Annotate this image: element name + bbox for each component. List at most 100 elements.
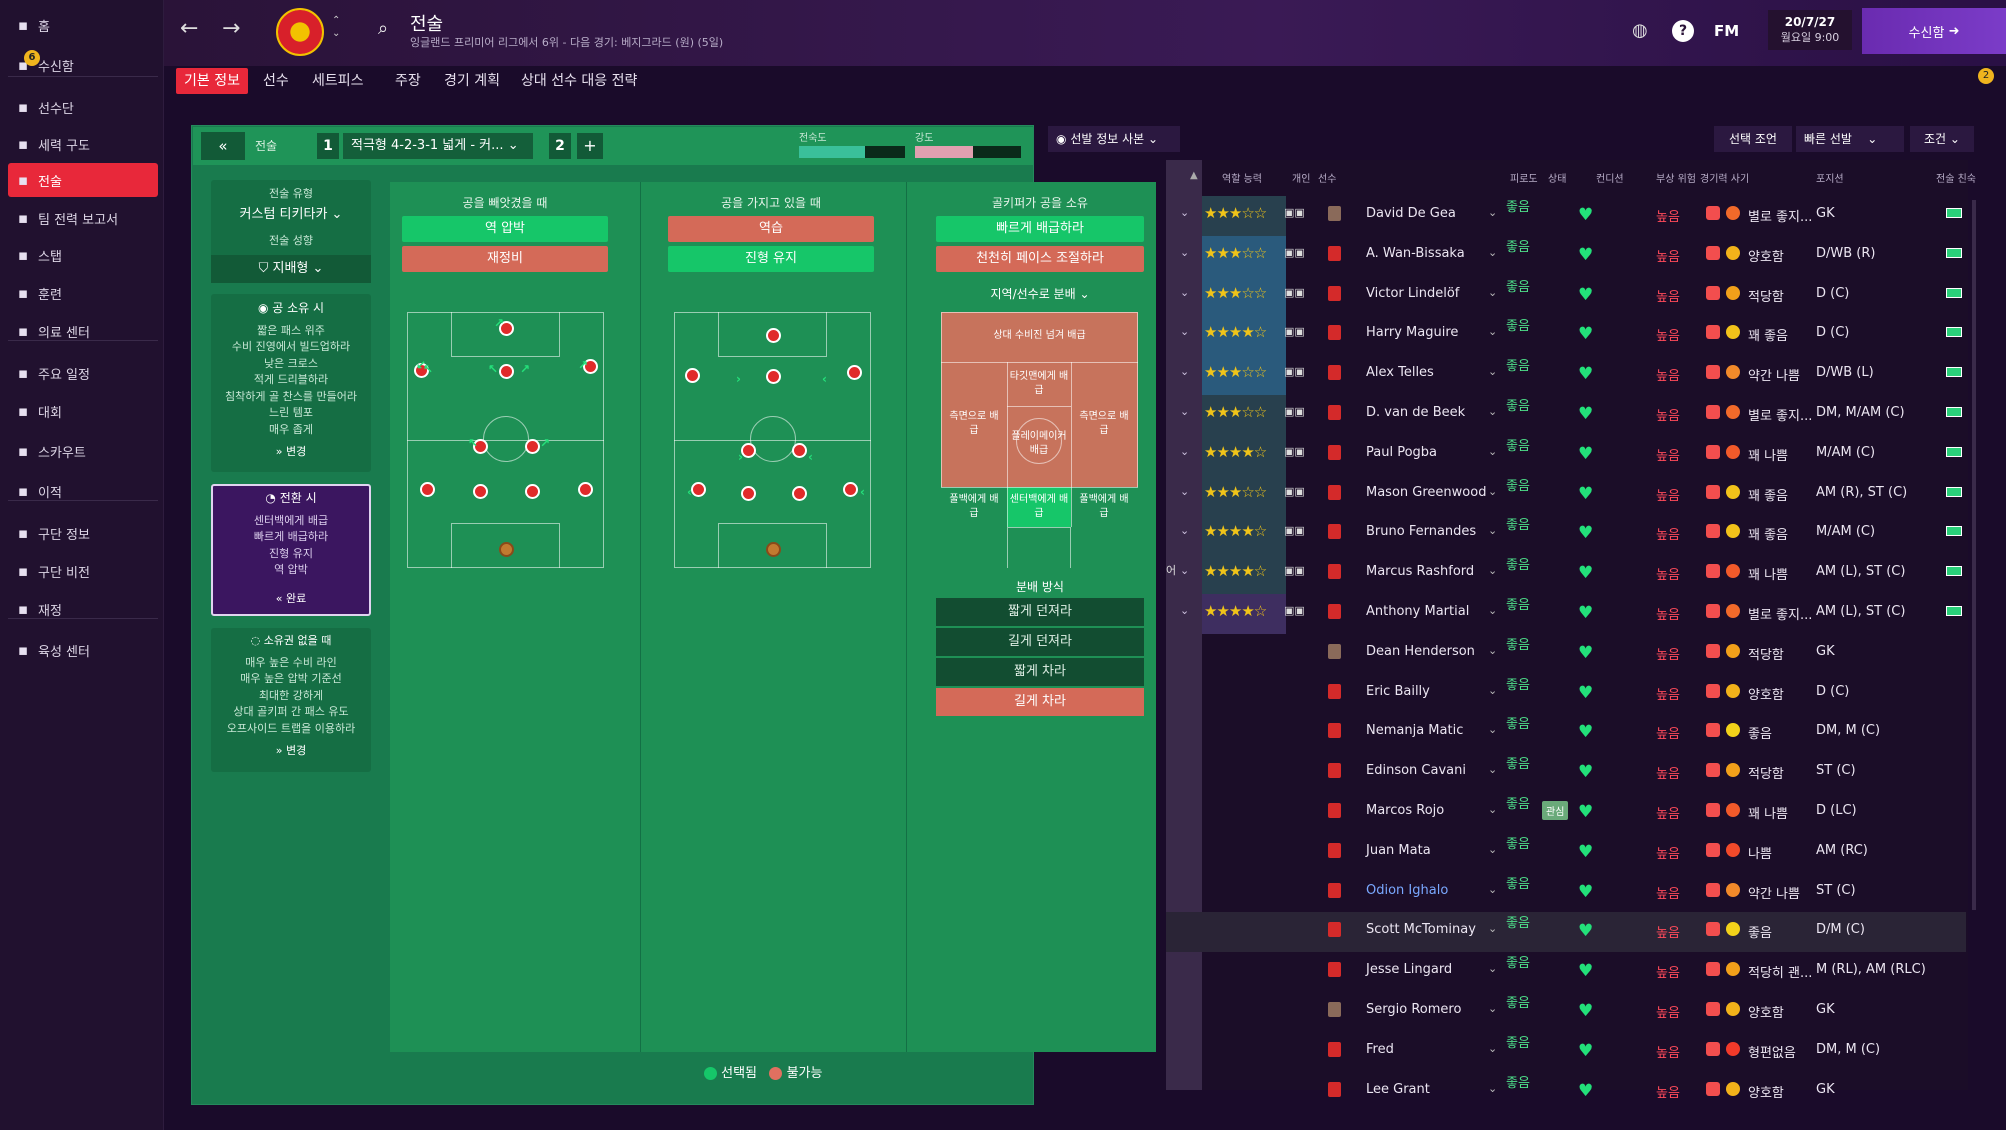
player-row[interactable]: ⌄ ★★★★☆ ▣▣ Bruno Fernandes ⌄ 좋음 ♥ 높음 꽤 좋음 M/AM (C… bbox=[1166, 514, 1966, 555]
player-name[interactable]: Marcus Rashford bbox=[1366, 564, 1475, 580]
personal-icons[interactable]: ▣▣ bbox=[1284, 245, 1305, 259]
player-row[interactable]: Edinson Cavani ⌄ 좋음 ♥ 높음 적당함 ST (C) bbox=[1166, 753, 1966, 793]
row-expand-icon[interactable]: ⌄ bbox=[1180, 564, 1190, 578]
personal-icons[interactable]: ▣▣ bbox=[1284, 285, 1305, 299]
player-row[interactable]: Nemanja Matic ⌄ 좋음 ♥ 높음 좋음 DM, M (C) bbox=[1166, 713, 1966, 753]
sidebar-item-vision[interactable]: ▪ 구단 비전 bbox=[8, 554, 158, 588]
collapse-icon[interactable]: « bbox=[201, 132, 245, 160]
personal-icons[interactable]: ▣▣ bbox=[1284, 524, 1305, 538]
player-name[interactable]: Eric Bailly bbox=[1366, 683, 1430, 699]
player-name[interactable]: Mason Greenwood bbox=[1366, 484, 1487, 500]
throw-long-button[interactable]: 길게 던져라 bbox=[936, 628, 1144, 656]
player-name[interactable]: Victor Lindelöf bbox=[1366, 285, 1460, 301]
row-expand-icon[interactable]: ⌄ bbox=[1180, 484, 1190, 498]
chevron-down-icon[interactable]: ⌄ bbox=[1488, 604, 1498, 617]
player-name[interactable]: Nemanja Matic bbox=[1366, 723, 1464, 739]
sidebar-item-development[interactable]: ▪ 육성 센터 bbox=[8, 633, 158, 667]
chevron-down-icon[interactable]: ⌄ bbox=[1488, 484, 1498, 498]
player-row[interactable]: Juan Mata ⌄ 좋음 ♥ 높음 나쁨 AM (RC) bbox=[1166, 833, 1966, 873]
chevron-down-icon[interactable]: ⌄ bbox=[1488, 803, 1498, 816]
chevron-down-icon[interactable]: ⌄ bbox=[1488, 285, 1498, 299]
tactic-slot-1[interactable]: 1 bbox=[317, 133, 339, 159]
player-name[interactable]: Bruno Fernandes bbox=[1366, 524, 1477, 540]
slow-pace-button[interactable]: 천천히 페이스 조절하라 bbox=[936, 246, 1144, 272]
quick-pick-button[interactable]: 빠른 선발 ⌄ bbox=[1796, 126, 1904, 152]
conditions-dropdown[interactable]: 조건 ⌄ bbox=[1910, 126, 1974, 152]
player-name[interactable]: Harry Maguire bbox=[1366, 325, 1459, 341]
player-row[interactable]: Sergio Romero ⌄ 좋음 ♥ 높음 양호함 GK bbox=[1166, 992, 1966, 1032]
player-row[interactable]: Odion Ighalo ⌄ 좋음 ♥ 높음 약간 나쁨 ST (C) bbox=[1166, 873, 1966, 913]
distribute-quickly-button[interactable]: 빠르게 배급하라 bbox=[936, 216, 1144, 242]
personal-icons[interactable]: ▣▣ bbox=[1284, 444, 1305, 458]
player-row[interactable]: ⌄ ★★★☆☆ ▣▣ D. van de Beek ⌄ 좋음 ♥ 높음 별로 좋지... DM, … bbox=[1166, 395, 1966, 435]
player-name[interactable]: Sergio Romero bbox=[1366, 1002, 1462, 1017]
zone-fullback-right[interactable]: 풀백에게 배급 bbox=[1079, 494, 1129, 519]
row-expand-icon[interactable]: ⌄ bbox=[1180, 245, 1190, 259]
personal-icons[interactable]: ▣▣ bbox=[1284, 365, 1305, 379]
player-name[interactable]: Lee Grant bbox=[1366, 1081, 1430, 1097]
zone-flank-left[interactable]: 측면으로 배급 bbox=[949, 411, 999, 436]
player-row[interactable]: ⌄ ★★★☆☆ ▣▣ Alex Telles ⌄ 좋음 ♥ 높음 약간 나쁨 D/WB (L) bbox=[1166, 355, 1966, 396]
player-row[interactable]: ⌄ ★★★☆☆ ▣▣ David De Gea ⌄ 좋음 ♥ 높음 별로 좋지... GK bbox=[1166, 196, 1966, 236]
player-row[interactable]: Marcos Rojo ⌄ 좋음 관심 ♥ 높음 꽤 나쁨 D (LC) bbox=[1166, 793, 1966, 833]
col-injury[interactable]: 부상 위험 bbox=[1656, 174, 1696, 185]
sidebar-item-calendar[interactable]: ▪ 주요 일정 bbox=[8, 356, 158, 390]
col-player[interactable]: 선수 bbox=[1318, 174, 1337, 185]
chevron-down-icon[interactable]: ⌄ bbox=[1488, 882, 1498, 896]
player-row[interactable]: Jesse Lingard ⌄ 좋음 ♥ 높음 적당히 괜... M (RL), AM (R… bbox=[1166, 952, 1966, 992]
col-condition[interactable]: 컨디션 bbox=[1596, 174, 1624, 185]
chevron-down-icon[interactable]: ⌄ bbox=[1488, 842, 1498, 856]
sidebar-item-transfer[interactable]: ▪ 이적 bbox=[8, 474, 158, 508]
col-match-sharpness[interactable]: 경기력 사기 bbox=[1700, 174, 1750, 185]
forward-arrow-icon[interactable]: → bbox=[222, 16, 241, 41]
chevron-down-icon[interactable]: ⌄ bbox=[1488, 1002, 1498, 1015]
chevron-down-icon[interactable]: ⌄ bbox=[1488, 962, 1498, 976]
col-personal[interactable]: 개인 bbox=[1292, 174, 1311, 185]
col-fatigue[interactable]: 피로도 bbox=[1510, 174, 1538, 185]
player-row[interactable]: ⌄ ★★★★☆ ▣▣ Anthony Martial ⌄ 좋음 ♥ 높음 별로 좋지... AM … bbox=[1166, 594, 1966, 634]
sort-up-icon[interactable]: ▲ bbox=[1190, 170, 1198, 181]
selection-advice-button[interactable]: 선택 조언 bbox=[1714, 126, 1792, 152]
player-name[interactable]: Dean Henderson bbox=[1366, 643, 1475, 659]
sidebar-item-report[interactable]: ▪ 팀 전력 보고서 bbox=[8, 201, 158, 235]
chevron-down-icon[interactable]: ⌄ bbox=[1488, 405, 1498, 418]
player-name[interactable]: Anthony Martial bbox=[1366, 604, 1470, 619]
player-row[interactable]: ⌄ ★★★★☆ ▣▣ Paul Pogba ⌄ 좋음 ♥ 높음 꽤 나쁨 M/AM (C) bbox=[1166, 434, 1966, 475]
chevron-down-icon[interactable]: ⌄ bbox=[1488, 524, 1498, 538]
chevron-down-icon[interactable]: ⌄ bbox=[1488, 683, 1498, 697]
chevron-down-icon[interactable]: ⌄ bbox=[1488, 325, 1498, 339]
style-dropdown[interactable]: 커스텀 티키타카 ⌄ bbox=[239, 207, 343, 222]
tab-opposition[interactable]: 상대 선수 대응 전략 bbox=[521, 73, 638, 89]
tab-captains[interactable]: 주장 bbox=[395, 73, 421, 89]
date-box[interactable]: 20/7/27 월요일 9:00 bbox=[1768, 10, 1852, 50]
player-row[interactable]: Eric Bailly ⌄ 좋음 ♥ 높음 양호함 D (C) bbox=[1166, 674, 1966, 714]
player-name[interactable]: Odion Ighalo bbox=[1366, 882, 1449, 898]
sidebar-item-dynamics[interactable]: ▪ 세력 구도 bbox=[8, 127, 158, 161]
personal-icons[interactable]: ▣▣ bbox=[1284, 604, 1305, 617]
col-role[interactable]: 역할 능력 bbox=[1222, 174, 1262, 185]
player-name[interactable]: Marcos Rojo bbox=[1366, 803, 1445, 818]
counter-press-button[interactable]: 역 압박 bbox=[402, 216, 608, 242]
player-name[interactable]: Jesse Lingard bbox=[1366, 962, 1453, 978]
tactic-slot-2[interactable]: 2 bbox=[549, 133, 571, 159]
help-icon[interactable]: ? bbox=[1672, 20, 1694, 42]
chevron-down-icon[interactable]: ⌄ bbox=[1488, 723, 1498, 737]
sidebar-item-tactics[interactable]: ▪ 전술 bbox=[8, 163, 158, 197]
search-icon[interactable]: ⌕ bbox=[378, 18, 389, 39]
player-row[interactable]: Dean Henderson ⌄ 좋음 ♥ 높음 적당함 GK bbox=[1166, 634, 1966, 674]
chevron-down-icon[interactable]: ⌄ bbox=[1488, 643, 1498, 657]
sidebar-item-scout[interactable]: ▪ 스카우트 bbox=[8, 434, 158, 468]
sidebar-item-club[interactable]: ▪ 구단 정보 bbox=[8, 516, 158, 550]
tab-basic-info[interactable]: 기본 정보 bbox=[176, 68, 248, 94]
tab-match-plan[interactable]: 경기 계획 bbox=[444, 73, 500, 89]
zone-centre-back[interactable]: 센터백에게 배급 bbox=[1009, 494, 1069, 519]
player-row[interactable]: ⌄ ★★★☆☆ ▣▣ Victor Lindelöf ⌄ 좋음 ♥ 높음 적당함 D (C) bbox=[1166, 275, 1966, 316]
chevron-down-icon[interactable]: ⌄ bbox=[1488, 444, 1498, 458]
kick-short-button[interactable]: 짧게 차라 bbox=[936, 658, 1144, 686]
zone-flank-right[interactable]: 측면으로 배급 bbox=[1079, 411, 1129, 436]
zone-over-defence[interactable]: 상대 수비진 넘겨 배급 bbox=[993, 330, 1086, 341]
tab-players[interactable]: 선수 bbox=[263, 73, 289, 89]
row-expand-icon[interactable]: ⌄ bbox=[1180, 325, 1190, 339]
fm-logo[interactable]: FM bbox=[1714, 22, 1740, 40]
personal-icons[interactable]: ▣▣ bbox=[1284, 405, 1305, 418]
